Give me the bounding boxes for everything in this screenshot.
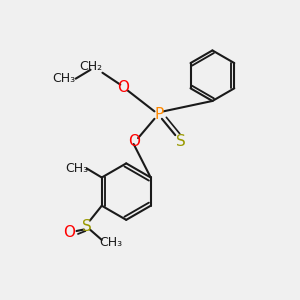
Text: O: O	[117, 80, 129, 95]
Text: O: O	[128, 134, 140, 148]
Text: O: O	[63, 225, 75, 240]
Text: P: P	[154, 107, 164, 122]
Text: CH₂: CH₂	[79, 60, 102, 73]
Text: CH₃: CH₃	[52, 72, 75, 85]
Text: S: S	[176, 134, 186, 148]
Text: S: S	[82, 219, 92, 234]
Text: CH₃: CH₃	[99, 236, 122, 249]
Text: CH₃: CH₃	[65, 162, 88, 175]
